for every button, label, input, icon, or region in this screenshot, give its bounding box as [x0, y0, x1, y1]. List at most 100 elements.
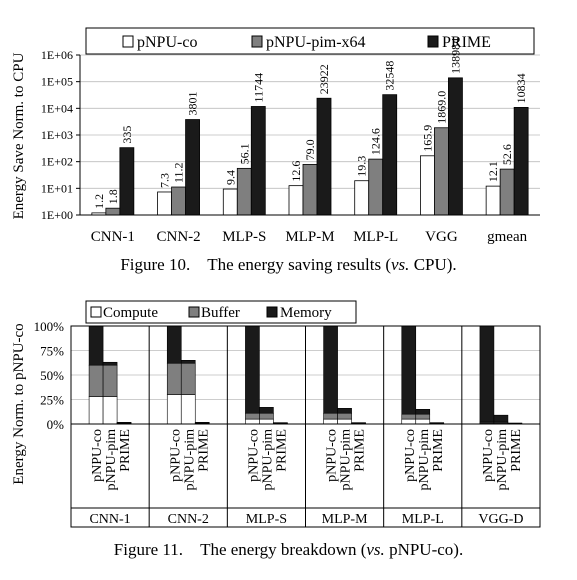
chart1-category-label: CNN-2 — [156, 229, 200, 245]
chart2-group-label: CNN-2 — [168, 512, 209, 527]
chart2-y-axis-title: Energy Norm. to pNPU-co — [11, 323, 27, 484]
figure-10-caption: Figure 10. The energy saving results (vs… — [0, 255, 577, 275]
figure-10-text-end: CPU). — [409, 255, 457, 274]
chart1-bar-pnpu-co — [354, 180, 370, 216]
chart2-group-label: MLP-S — [246, 512, 287, 527]
chart2-bar-label: pNPU-co — [90, 429, 105, 482]
chart2-bar-label: pNPU-pim — [260, 429, 275, 491]
chart2-segment-memory — [166, 325, 182, 364]
chart1-y-tick-label: 1E+01 — [41, 181, 73, 195]
chart2-group-label: MLP-L — [402, 512, 444, 527]
chart1-data-label: 1.8 — [106, 189, 120, 204]
chart1-category-label: CNN-1 — [91, 229, 135, 245]
chart2-segment-compute — [415, 418, 431, 425]
chart2-segment-compute — [245, 418, 260, 425]
chart2-segment-memory — [194, 422, 210, 424]
chart2-segment-buffer — [415, 413, 431, 420]
chart1-data-label: 11744 — [251, 73, 265, 103]
chart1-bar-pnpu-pim-x64 — [499, 168, 515, 216]
chart1-data-label: 32548 — [383, 61, 397, 91]
chart2-bar-label: pNPU-pim — [417, 429, 432, 491]
chart2-group-label: VGG-D — [478, 512, 523, 527]
energy-breakdown-chart: Compute Buffer Memory Energy Norm. to pN… — [11, 300, 541, 528]
chart1-data-label: 1.2 — [92, 194, 106, 209]
chart2-bar-label: pNPU-co — [168, 429, 183, 482]
legend-swatch-pnpu-pim — [251, 35, 263, 48]
chart2-segment-buffer — [401, 413, 417, 420]
chart2-y-tick-label: 100% — [34, 319, 65, 334]
chart1-bar-pnpu-pim-x64 — [302, 163, 318, 216]
chart1-category-label: MLP-S — [222, 229, 266, 245]
legend-label-buffer: Buffer — [201, 305, 240, 321]
chart2-y-tick-label: 25% — [40, 393, 64, 408]
chart1-y-axis-title: Energy Save Norm. to CPU — [11, 52, 27, 219]
energy-saving-chart: pNPU-co pNPU-pim-x64 PRIME Energy Save N… — [11, 27, 540, 245]
chart2-bar-label: PRIME — [431, 429, 446, 472]
legend-label-pnpu-pim: pNPU-pim-x64 — [266, 34, 366, 51]
chart1-data-label: 23922 — [317, 64, 331, 94]
chart1-data-label: 9.4 — [223, 170, 237, 185]
chart2-bar-label: pNPU-pim — [182, 429, 197, 491]
chart1-data-label: 12.6 — [289, 161, 303, 182]
chart2-segment-buffer — [337, 412, 352, 420]
chart1-data-label: 138984 — [448, 38, 462, 74]
figure-11-text: The energy breakdown ( — [200, 540, 367, 559]
chart2-bar-label: pNPU-co — [481, 429, 496, 482]
chart1-bar-prime — [382, 94, 398, 216]
chart2-segment-buffer — [245, 412, 260, 420]
chart2-group-label: MLP-M — [322, 512, 368, 527]
chart2-segment-memory — [493, 414, 509, 423]
chart2-segment-memory — [245, 325, 260, 414]
chart1-category-label: gmean — [487, 229, 527, 245]
chart2-segment-buffer — [323, 412, 338, 420]
chart1-data-label: 124.6 — [369, 128, 383, 155]
chart1-legend-frame — [85, 27, 535, 55]
chart1-y-tick-label: 1E+02 — [41, 155, 73, 169]
legend-swatch-buffer — [188, 306, 200, 318]
chart1-bar-pnpu-co — [420, 155, 435, 216]
chart1-data-label: 52.6 — [500, 144, 514, 165]
chart2-segment-memory — [401, 325, 417, 415]
legend-label-pnpu-co: pNPU-co — [137, 34, 197, 51]
chart2-segment-compute — [259, 418, 274, 425]
chart2-legend: Compute Buffer Memory — [85, 300, 357, 324]
chart1-data-label: 165.9 — [420, 125, 434, 152]
chart1-data-label: 10834 — [514, 73, 528, 103]
chart2-segment-memory — [415, 409, 431, 415]
chart2-segment-compute — [166, 394, 182, 425]
chart2-bar-label: pNPU-co — [325, 429, 340, 482]
figure-11-number: Figure 11. — [113, 540, 184, 559]
chart2-segment-compute — [180, 394, 196, 425]
figure-10-italic: vs. — [391, 255, 410, 274]
chart1-data-label: 11.2 — [172, 162, 186, 183]
chart1-y-tick-label: 1E+03 — [41, 128, 73, 142]
chart1-bar-prime — [448, 77, 463, 216]
chart1-data-label: 12.1 — [486, 161, 500, 182]
chart2-segment-memory — [351, 422, 366, 424]
figure-10-text: The energy saving results ( — [207, 255, 392, 274]
chart1-bar-prime — [250, 106, 266, 216]
chart1-bar-pnpu-co — [485, 185, 501, 216]
chart2-segment-buffer — [88, 364, 104, 397]
chart2-segment-compute — [337, 418, 352, 425]
chart1-data-label: 79.0 — [303, 139, 317, 160]
chart1-data-label: 56.1 — [237, 143, 251, 164]
chart2-segment-buffer — [180, 362, 196, 395]
chart2-y-tick-label: 0% — [47, 417, 65, 432]
chart2-segment-memory — [323, 325, 338, 414]
chart2-segment-memory — [88, 325, 104, 366]
chart2-bar-label: PRIME — [509, 429, 524, 472]
chart2-y-tick-label: 75% — [40, 344, 64, 359]
chart1-y-tick-label: 1E+04 — [41, 101, 73, 115]
chart2-bar-label: pNPU-pim — [495, 429, 510, 491]
chart1-bar-prime — [513, 107, 529, 216]
chart1-category-label: VGG — [425, 229, 458, 245]
chart1-bar-pnpu-co — [222, 188, 238, 216]
figure-11-italic: vs. — [366, 540, 385, 559]
chart1-y-tick-label: 1E+05 — [41, 75, 73, 89]
chart2-bar-label: PRIME — [353, 429, 368, 472]
chart2-bar-label: pNPU-co — [403, 429, 418, 482]
chart2-segment-memory — [180, 359, 196, 364]
chart1-bar-prime — [185, 119, 200, 216]
legend-swatch-compute — [90, 306, 102, 318]
